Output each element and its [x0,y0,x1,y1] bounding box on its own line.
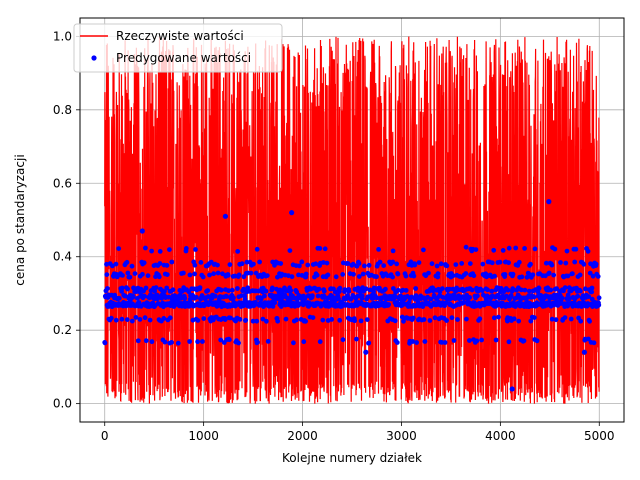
y-tick-label: 0.4 [53,250,72,264]
y-tick-label: 0.0 [53,397,72,411]
predicted-outlier-point [509,386,515,392]
predicted-outlier-point [546,199,552,205]
x-tick-label: 1000 [188,429,219,443]
predicted-outlier-point [289,210,295,216]
x-axis-label: Kolejne numery działek [282,451,422,465]
y-tick-label: 1.0 [53,29,72,43]
legend: Rzeczywiste wartości Predygowane wartośc… [73,23,283,73]
actual-values-line [104,36,600,404]
x-tick-label: 4000 [485,429,516,443]
y-tick-label: 0.8 [53,103,72,117]
predicted-values-markers [102,199,602,392]
legend-label-predicted: Predygowane wartości [116,51,251,65]
predicted-outlier-point [363,349,369,355]
y-tick-label: 0.6 [53,176,72,190]
predicted-outlier-point [139,228,145,234]
x-tick-label: 2000 [287,429,318,443]
predicted-outlier-point [222,213,228,219]
legend-box [73,23,283,73]
legend-label-actual: Rzeczywiste wartości [116,29,244,43]
actual-values-path [104,36,600,404]
plot-frame [79,17,625,423]
x-tick-label: 0 [101,429,109,443]
legend-marker-swatch [91,55,97,61]
y-tick-label: 0.2 [53,323,72,337]
x-axis-ticks: 0 1000 2000 3000 4000 5000 [101,422,615,443]
y-axis-ticks: 0.0 0.2 0.4 0.6 0.8 1.0 [53,29,80,411]
x-tick-label: 3000 [386,429,417,443]
plot-area [102,36,602,404]
x-tick-label: 5000 [584,429,615,443]
y-axis-label: cena po standaryzacji [13,154,27,285]
predicted-values-points [102,244,602,346]
predicted-outlier-point [581,349,588,355]
